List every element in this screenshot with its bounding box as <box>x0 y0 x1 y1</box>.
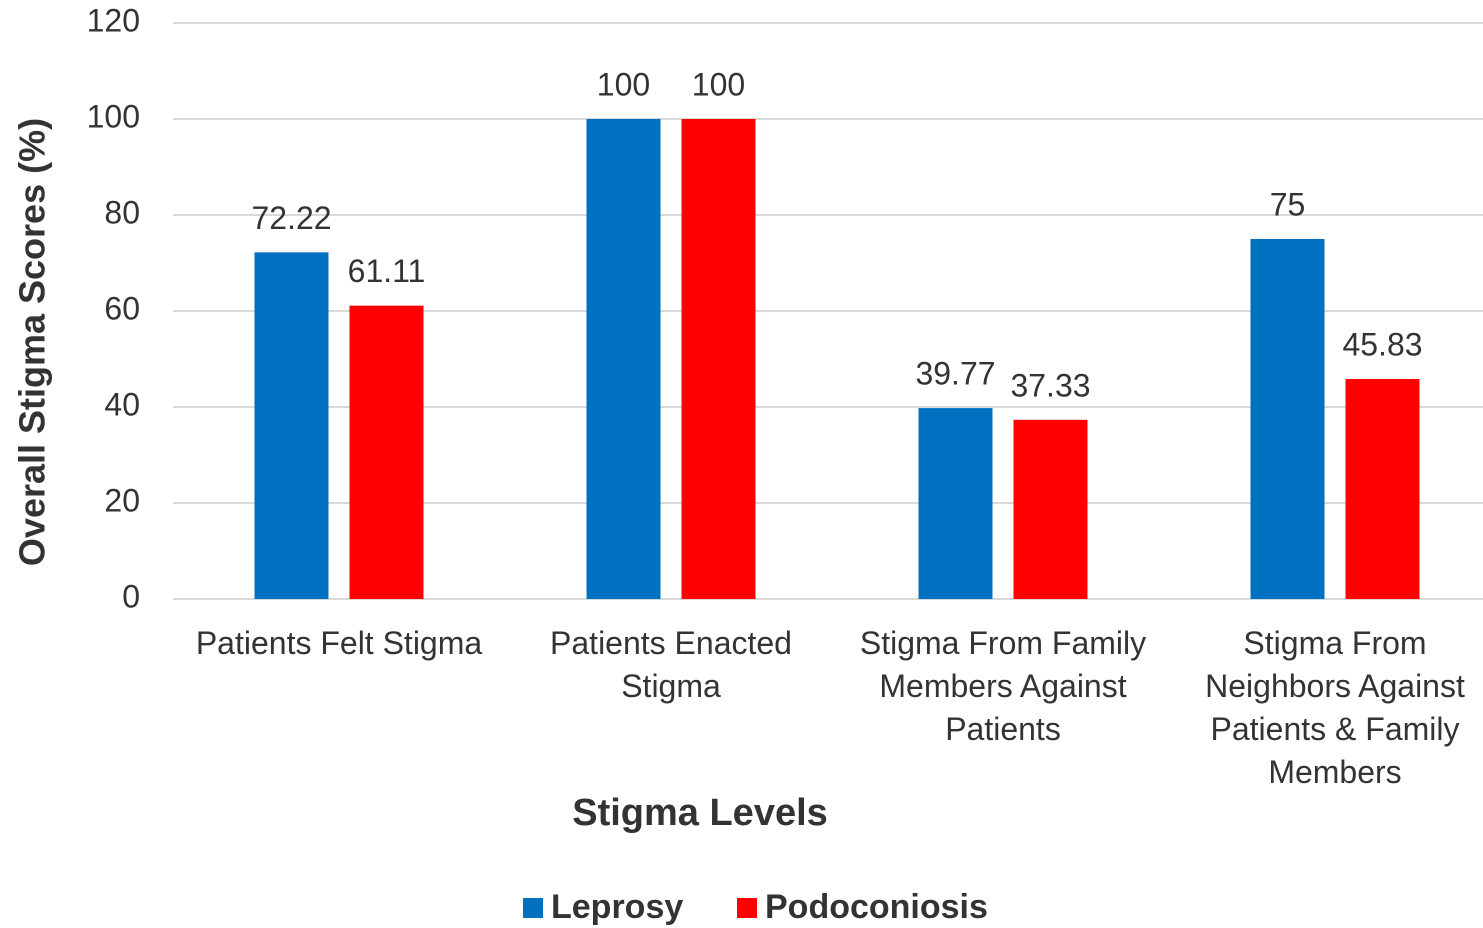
y-axis-title: Overall Stigma Scores (%) <box>12 118 53 566</box>
bar <box>1250 239 1325 599</box>
data-label: 39.77 <box>915 356 995 392</box>
y-tick-label: 20 <box>104 482 140 518</box>
bar <box>1013 419 1088 599</box>
x-tick-label: Stigma From Neighbors Against Patients &… <box>1205 625 1465 790</box>
y-tick-label: 40 <box>104 386 140 422</box>
legend-label: Podoconiosis <box>765 888 988 926</box>
y-tick-label: 0 <box>122 578 140 614</box>
bar <box>349 305 424 599</box>
bar <box>254 252 329 599</box>
data-label: 75 <box>1270 186 1306 222</box>
y-tick-label: 60 <box>104 290 140 326</box>
y-tick-label: 80 <box>104 194 140 230</box>
data-label: 61.11 <box>348 253 426 289</box>
bar <box>1345 379 1420 599</box>
legend-item: Leprosy <box>523 888 683 927</box>
y-tick-label: 100 <box>87 98 140 134</box>
data-label: 37.33 <box>1010 367 1090 403</box>
data-label: 100 <box>597 66 650 102</box>
y-tick-label: 120 <box>87 2 140 38</box>
x-tick-label: Patients Felt Stigma <box>195 625 483 661</box>
data-label: 100 <box>692 66 745 102</box>
legend-swatch <box>737 897 757 918</box>
legend-swatch <box>523 897 543 918</box>
legend-item: Podoconiosis <box>737 888 988 927</box>
x-axis-title: Stigma Levels <box>572 792 828 834</box>
x-tick-label: Stigma From Family Members Against Patie… <box>859 625 1147 747</box>
bar <box>586 119 661 599</box>
data-label: 45.83 <box>1342 326 1422 362</box>
bar <box>681 119 756 599</box>
x-tick-label: Patients Enacted Stigma <box>550 625 792 704</box>
bar <box>918 408 993 599</box>
data-label: 72.22 <box>251 200 331 236</box>
legend-label: Leprosy <box>551 888 684 926</box>
